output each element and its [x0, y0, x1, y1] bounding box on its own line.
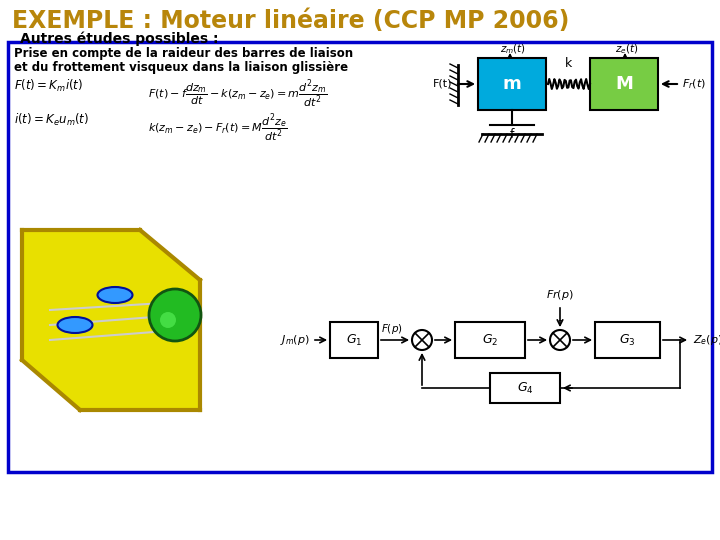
Text: Autres études possibles :: Autres études possibles :: [20, 32, 218, 46]
FancyBboxPatch shape: [330, 322, 378, 358]
Text: $F(t) - f\dfrac{dz_m}{dt} - k(z_m - z_e) = m\dfrac{d^2 z_m}{dt^2}$: $F(t) - f\dfrac{dz_m}{dt} - k(z_m - z_e)…: [148, 78, 328, 110]
Text: k: k: [565, 57, 572, 70]
FancyBboxPatch shape: [455, 322, 525, 358]
FancyBboxPatch shape: [8, 42, 712, 472]
Text: et du frottement visqueux dans la liaison glissière: et du frottement visqueux dans la liaiso…: [14, 61, 348, 74]
FancyBboxPatch shape: [590, 58, 658, 110]
Circle shape: [412, 330, 432, 350]
Text: M: M: [615, 75, 633, 93]
Text: $G_1$: $G_1$: [346, 333, 362, 348]
Text: $F(t) = K_m i(t)$: $F(t) = K_m i(t)$: [14, 78, 83, 94]
Text: $F_r(t)$: $F_r(t)$: [682, 77, 706, 91]
FancyBboxPatch shape: [490, 373, 560, 403]
Ellipse shape: [97, 287, 132, 303]
Text: Prise en compte de la raideur des barres de liaison: Prise en compte de la raideur des barres…: [14, 47, 353, 60]
Circle shape: [149, 289, 201, 341]
Text: $i(t) = K_e u_m(t)$: $i(t) = K_e u_m(t)$: [14, 112, 89, 128]
Text: F(t): F(t): [433, 79, 452, 89]
Text: $z_m(t)$: $z_m(t)$: [500, 42, 526, 56]
Text: -: -: [558, 314, 562, 327]
Text: $Z_e(p)$: $Z_e(p)$: [693, 333, 720, 347]
Text: EXEMPLE : Moteur linéaire (CCP MP 2006): EXEMPLE : Moteur linéaire (CCP MP 2006): [12, 9, 570, 33]
Text: m: m: [503, 75, 521, 93]
FancyBboxPatch shape: [478, 58, 546, 110]
Text: f: f: [510, 128, 514, 141]
Ellipse shape: [58, 317, 92, 333]
Text: $F(p)$: $F(p)$: [381, 322, 403, 336]
Polygon shape: [22, 230, 200, 410]
Text: $k(z_m - z_e) - F_r(t) = M\dfrac{d^2 z_e}{dt^2}$: $k(z_m - z_e) - F_r(t) = M\dfrac{d^2 z_e…: [148, 112, 287, 144]
Text: $Fr(p)$: $Fr(p)$: [546, 288, 574, 302]
FancyBboxPatch shape: [595, 322, 660, 358]
Circle shape: [160, 312, 176, 328]
Text: $J_m(p)$: $J_m(p)$: [280, 333, 310, 347]
Text: $G_4$: $G_4$: [517, 381, 534, 395]
Text: $G_2$: $G_2$: [482, 333, 498, 348]
Text: $z_e(t)$: $z_e(t)$: [615, 42, 639, 56]
Text: $G_3$: $G_3$: [618, 333, 635, 348]
Circle shape: [550, 330, 570, 350]
